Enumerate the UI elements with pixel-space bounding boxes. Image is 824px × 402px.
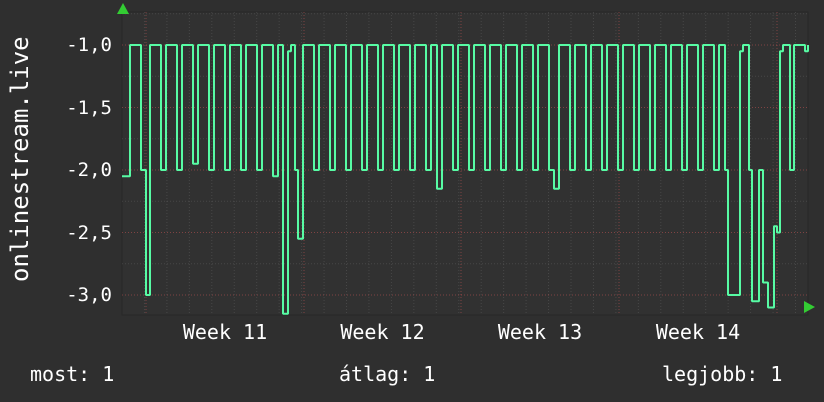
stat-most: most: 1 <box>30 362 115 386</box>
stat-atlag: átlag: 1 <box>339 362 436 386</box>
x-tick-label: Week 12 <box>340 320 425 344</box>
y-axis-arrow-icon <box>117 3 129 14</box>
stat-legjobb: legjobb: 1 <box>662 362 783 386</box>
x-axis-arrow-icon <box>804 301 815 313</box>
x-tick-label: Week 14 <box>655 320 741 344</box>
x-tick-label: Week 13 <box>497 320 583 344</box>
x-tick-label: Week 11 <box>182 320 268 344</box>
